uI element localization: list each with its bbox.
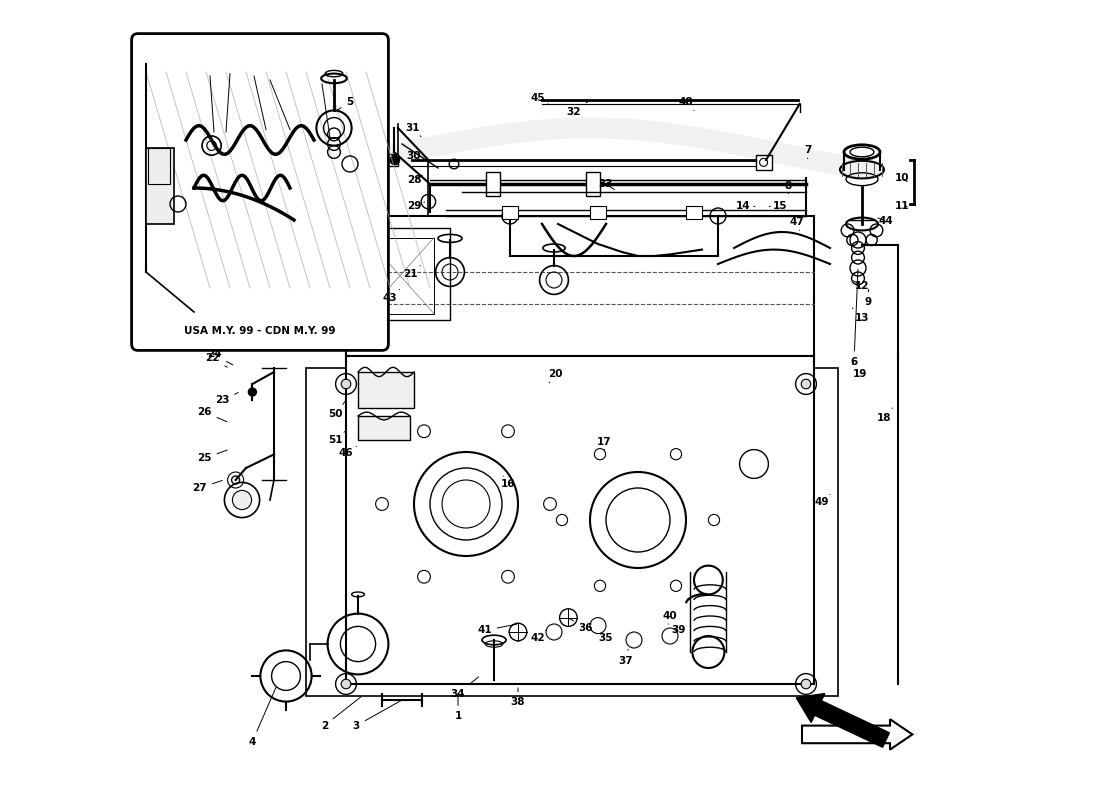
Circle shape: [801, 379, 811, 389]
Text: 34: 34: [451, 677, 478, 698]
Text: 36: 36: [569, 618, 593, 633]
Bar: [146, 148, 174, 224]
FancyArrow shape: [802, 719, 912, 750]
Text: 37: 37: [618, 650, 634, 666]
Text: 20: 20: [548, 370, 563, 383]
Text: 19: 19: [852, 364, 868, 379]
Text: 45: 45: [530, 94, 549, 104]
Text: 30: 30: [407, 151, 422, 162]
Text: 14: 14: [736, 202, 755, 211]
Bar: [388, 154, 398, 166]
Circle shape: [249, 388, 256, 396]
Text: 49: 49: [815, 494, 830, 507]
Text: 28: 28: [407, 175, 422, 185]
Text: 27: 27: [192, 481, 222, 493]
Text: 6: 6: [850, 270, 858, 366]
Text: 3: 3: [353, 701, 400, 730]
Text: 7: 7: [804, 146, 812, 158]
Text: 12: 12: [854, 281, 869, 291]
Text: 38: 38: [510, 688, 526, 707]
Text: 9: 9: [865, 290, 872, 307]
Circle shape: [801, 679, 811, 689]
Text: 42: 42: [530, 630, 546, 643]
Text: eurospartes: eurospartes: [387, 287, 632, 321]
Polygon shape: [346, 216, 814, 356]
Text: 21: 21: [403, 266, 420, 278]
Text: 33: 33: [598, 179, 615, 190]
Text: 41: 41: [477, 624, 517, 635]
Text: 24: 24: [207, 350, 233, 365]
Bar: [366, 238, 434, 314]
Text: 23: 23: [214, 393, 239, 405]
Text: 40: 40: [662, 611, 678, 624]
Text: USA M.Y. 99 - CDN M.Y. 99: USA M.Y. 99 - CDN M.Y. 99: [185, 326, 336, 336]
Text: 13: 13: [852, 308, 869, 323]
Text: 31: 31: [405, 123, 421, 137]
Text: 32: 32: [566, 101, 588, 117]
Text: 48: 48: [679, 98, 694, 110]
Bar: [686, 206, 702, 219]
Text: 4: 4: [249, 688, 276, 746]
Bar: [502, 206, 518, 219]
Bar: [757, 155, 772, 170]
Polygon shape: [346, 356, 814, 684]
FancyArrow shape: [796, 694, 890, 747]
Text: 39: 39: [671, 626, 685, 635]
Text: eurospartes: eurospartes: [387, 567, 632, 601]
Bar: [147, 148, 170, 184]
Bar: [586, 172, 601, 196]
Polygon shape: [358, 416, 410, 440]
Circle shape: [232, 490, 252, 510]
FancyBboxPatch shape: [132, 34, 388, 350]
Text: 47: 47: [789, 218, 804, 230]
Text: 46: 46: [339, 446, 356, 458]
Text: 17: 17: [597, 437, 612, 450]
Text: 11: 11: [894, 202, 910, 211]
Text: 8: 8: [784, 181, 792, 194]
Bar: [354, 228, 450, 320]
Circle shape: [341, 679, 351, 689]
Text: 16: 16: [502, 476, 516, 489]
Text: 22: 22: [205, 354, 228, 367]
Text: 50: 50: [328, 401, 345, 419]
Bar: [590, 206, 606, 219]
Text: 18: 18: [877, 408, 892, 423]
Text: 15: 15: [769, 202, 788, 211]
Text: 10: 10: [894, 173, 910, 182]
Text: 2: 2: [321, 697, 361, 730]
Text: 29: 29: [407, 201, 425, 210]
Text: 25: 25: [197, 450, 227, 463]
Circle shape: [341, 379, 351, 389]
Text: 1: 1: [454, 694, 462, 721]
Circle shape: [390, 155, 399, 165]
Text: 35: 35: [598, 630, 614, 643]
Text: 44: 44: [878, 216, 893, 226]
Text: 5: 5: [336, 98, 353, 111]
Bar: [486, 172, 500, 196]
Text: 26: 26: [197, 407, 227, 422]
Text: 43: 43: [383, 290, 399, 302]
Text: 51: 51: [328, 431, 345, 445]
Polygon shape: [358, 372, 414, 408]
